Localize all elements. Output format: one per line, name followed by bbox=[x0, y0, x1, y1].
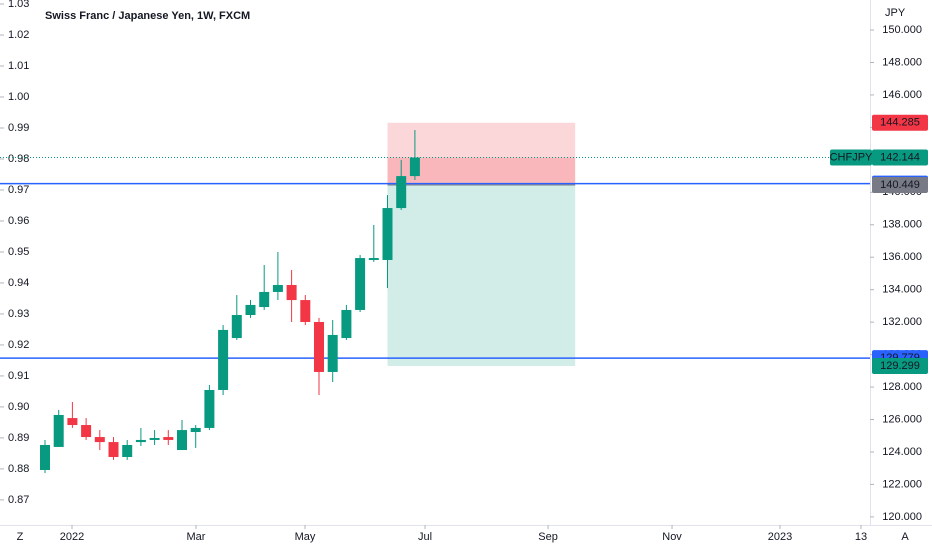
y2-tick-label: 1.03 bbox=[8, 0, 29, 10]
candle-body bbox=[355, 258, 366, 310]
last-price-tag bbox=[872, 149, 928, 166]
symbol-tag bbox=[830, 149, 872, 166]
candle-body bbox=[259, 291, 270, 308]
y2-tick-label: 0.91 bbox=[8, 370, 29, 382]
x-tick-label: Mar bbox=[186, 531, 205, 543]
y2-tick-label: 0.88 bbox=[8, 463, 29, 475]
y2-tick-label: 1.00 bbox=[8, 91, 29, 103]
x-tick-label: Jul bbox=[418, 531, 432, 543]
y2-tick-label: 0.93 bbox=[8, 308, 29, 320]
y-tick-label: 136.000 bbox=[882, 251, 922, 263]
y-tick-label: 150.000 bbox=[882, 24, 922, 36]
x-tick-label: 2022 bbox=[60, 531, 84, 543]
candle-body bbox=[149, 438, 160, 440]
y2-tick-label: 0.96 bbox=[8, 215, 29, 227]
y2-tick-label: 0.92 bbox=[8, 339, 29, 351]
y2-tick-label: 0.97 bbox=[8, 184, 29, 196]
candle-body bbox=[108, 442, 119, 458]
candle-body bbox=[177, 430, 188, 451]
unit-label: JPY bbox=[885, 7, 906, 19]
y-tick-label: 148.000 bbox=[882, 56, 922, 68]
candle-body bbox=[341, 309, 352, 339]
candle-body bbox=[300, 300, 311, 322]
stop-tag bbox=[872, 114, 928, 131]
candle-body bbox=[53, 414, 64, 447]
y2-tick-label: 0.98 bbox=[8, 153, 29, 165]
stop-tag-label: 144.285 bbox=[880, 117, 920, 129]
y-tick-label: 134.000 bbox=[882, 284, 922, 296]
y2-tick-label: 0.94 bbox=[8, 277, 29, 289]
x-tick-label: May bbox=[295, 531, 316, 543]
candle-body bbox=[94, 437, 105, 443]
candle-body bbox=[122, 444, 133, 458]
target-tag bbox=[872, 357, 928, 374]
candle-body bbox=[190, 427, 201, 433]
candle-body bbox=[81, 425, 92, 438]
x-tick-label: 13 bbox=[855, 531, 867, 543]
target-zone bbox=[387, 185, 576, 366]
candle-body bbox=[163, 437, 174, 440]
candle-body bbox=[40, 444, 51, 470]
y2-tick-label: 0.89 bbox=[8, 432, 29, 444]
y-tick-label: 122.000 bbox=[882, 478, 922, 490]
entry-tag bbox=[872, 177, 928, 194]
candle-body bbox=[245, 304, 256, 315]
y2-tick-label: 0.95 bbox=[8, 246, 29, 258]
candle-body bbox=[231, 315, 242, 339]
symbol-tag-label: CHFJPY bbox=[830, 151, 873, 163]
y2-tick-label: 1.02 bbox=[8, 29, 29, 41]
candle-body bbox=[409, 157, 420, 177]
candle-body bbox=[272, 284, 283, 292]
candle-body bbox=[382, 208, 393, 260]
candle-body bbox=[218, 329, 229, 390]
y-tick-label: 138.000 bbox=[882, 219, 922, 231]
candle-body bbox=[204, 389, 215, 428]
x-tick-label: Sep bbox=[538, 531, 558, 543]
y-tick-label: 124.000 bbox=[882, 446, 922, 458]
candle-body bbox=[286, 284, 297, 301]
y2-tick-label: 0.90 bbox=[8, 401, 29, 413]
y2-tick-label: 0.87 bbox=[8, 494, 29, 506]
candle-body bbox=[368, 258, 379, 260]
chart-title: Swiss Franc / Japanese Yen, 1W, FXCM bbox=[45, 10, 250, 22]
candle-body bbox=[313, 321, 324, 372]
x-tick-label: 2023 bbox=[768, 531, 792, 543]
y-tick-label: 126.000 bbox=[882, 413, 922, 425]
candle-body bbox=[135, 439, 146, 443]
candle-body bbox=[327, 334, 338, 372]
entry-tag-label: 140.449 bbox=[880, 179, 920, 191]
candle-body bbox=[396, 176, 407, 209]
y2-tick-label: 1.01 bbox=[8, 60, 29, 72]
y-tick-label: 128.000 bbox=[882, 381, 922, 393]
y-tick-label: 146.000 bbox=[882, 89, 922, 101]
x-tick-label: Nov bbox=[662, 531, 682, 543]
y2-tick-label: 0.99 bbox=[8, 122, 29, 134]
toolbar-button[interactable]: Z bbox=[17, 531, 24, 543]
last-price-tag-label: 142.144 bbox=[880, 151, 920, 163]
toolbar-button[interactable]: A bbox=[901, 531, 909, 543]
target-tag-label: 129.299 bbox=[880, 360, 920, 372]
y-tick-label: 120.000 bbox=[882, 511, 922, 523]
y-tick-label: 132.000 bbox=[882, 316, 922, 328]
candle-body bbox=[67, 418, 78, 426]
